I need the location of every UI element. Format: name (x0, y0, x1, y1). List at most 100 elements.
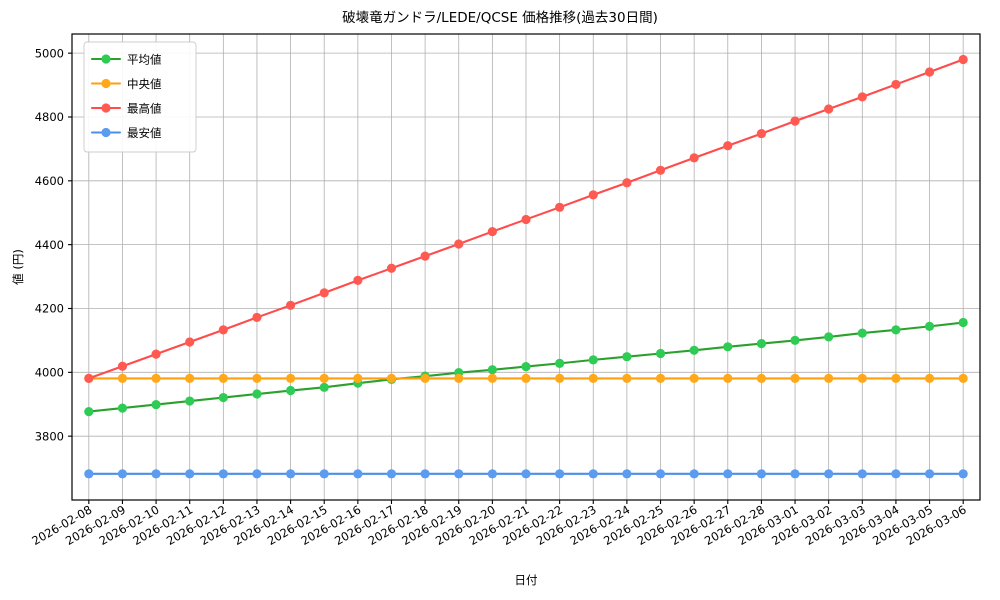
data-point (285, 373, 296, 383)
data-point (756, 128, 767, 139)
data-point (521, 469, 531, 479)
data-point (891, 79, 901, 90)
data-point (521, 373, 531, 383)
series-3 (84, 54, 968, 383)
data-point (857, 373, 867, 383)
data-point (588, 373, 598, 383)
data-point (924, 321, 935, 331)
data-point (84, 373, 94, 383)
data-point (958, 373, 968, 383)
data-point (353, 275, 363, 286)
data-point (319, 373, 329, 383)
legend-marker-swatch (101, 78, 111, 89)
legend-marker-swatch (101, 103, 111, 113)
data-point (151, 373, 161, 383)
data-point (588, 190, 598, 200)
y-tick-label: 3800 (35, 429, 64, 443)
data-point (117, 403, 128, 413)
data-point (891, 469, 901, 479)
data-point (891, 325, 901, 335)
data-point (319, 382, 329, 392)
data-point (924, 373, 935, 383)
data-point (723, 469, 733, 479)
data-point (756, 339, 767, 349)
data-point (319, 469, 329, 479)
y-tick-label: 5000 (35, 46, 64, 60)
data-point (790, 335, 800, 346)
data-point (622, 352, 632, 362)
data-point (218, 325, 228, 335)
data-point (588, 355, 598, 365)
y-tick-label: 4200 (35, 302, 64, 316)
data-point (689, 153, 699, 163)
legend-background (83, 41, 197, 153)
data-point (555, 358, 565, 368)
data-point (622, 373, 632, 383)
data-point (824, 469, 834, 479)
data-point (252, 312, 262, 323)
y-axis-ticks: 3800 4000 4200 4400 4600 4800 5000 (35, 46, 72, 443)
data-point (487, 373, 497, 383)
data-point (84, 469, 94, 479)
y-tick-label: 4400 (35, 238, 64, 252)
data-point (655, 165, 666, 175)
legend-item-label: 最安値 (127, 126, 162, 140)
data-point (824, 332, 834, 342)
data-point (857, 469, 867, 479)
data-point (386, 263, 397, 273)
data-point (151, 349, 161, 359)
series-layer (84, 54, 968, 479)
data-point (555, 202, 565, 212)
data-point (924, 469, 935, 479)
data-point (185, 396, 195, 406)
data-point (420, 251, 430, 261)
data-point (958, 469, 968, 479)
data-point (319, 288, 329, 298)
data-point (454, 373, 464, 383)
data-point (857, 92, 867, 102)
data-point (555, 469, 565, 479)
data-point (689, 373, 699, 383)
data-point (454, 239, 464, 249)
data-point (218, 373, 228, 383)
data-point (252, 389, 262, 399)
data-point (117, 373, 128, 383)
legend-item-3[interactable]: 最高値 (90, 101, 162, 115)
data-point (218, 392, 228, 403)
legend-item-4[interactable]: 最安値 (90, 126, 162, 140)
legend-item-label: 最高値 (127, 101, 162, 115)
legend-item-1[interactable]: 平均値 (90, 52, 162, 66)
data-point (353, 469, 363, 479)
data-point (487, 226, 497, 237)
data-point (622, 178, 632, 188)
x-axis-title: 日付 (515, 573, 538, 587)
data-point (185, 337, 195, 347)
y-tick-label: 4000 (35, 366, 64, 380)
data-point (891, 373, 901, 383)
data-point (958, 54, 968, 65)
data-point (555, 373, 565, 383)
data-point (151, 469, 161, 479)
data-point (689, 345, 699, 355)
data-point (285, 300, 296, 310)
chart-title: 破壊竜ガンドラ/LEDE/QCSE 価格推移(過去30日間) (342, 9, 658, 26)
data-point (252, 469, 262, 479)
data-point (824, 373, 834, 383)
data-point (857, 328, 867, 338)
data-point (117, 361, 128, 371)
data-point (521, 361, 531, 372)
data-point (790, 116, 800, 126)
legend-item-label: 平均値 (127, 52, 162, 66)
data-point (185, 469, 195, 479)
data-point (117, 469, 128, 479)
data-point (622, 469, 632, 479)
data-point (285, 385, 296, 396)
data-point (958, 317, 968, 328)
data-point (655, 373, 666, 383)
data-point (655, 469, 666, 479)
legend-item-2[interactable]: 中央値 (90, 77, 162, 91)
y-tick-label: 4800 (35, 110, 64, 124)
